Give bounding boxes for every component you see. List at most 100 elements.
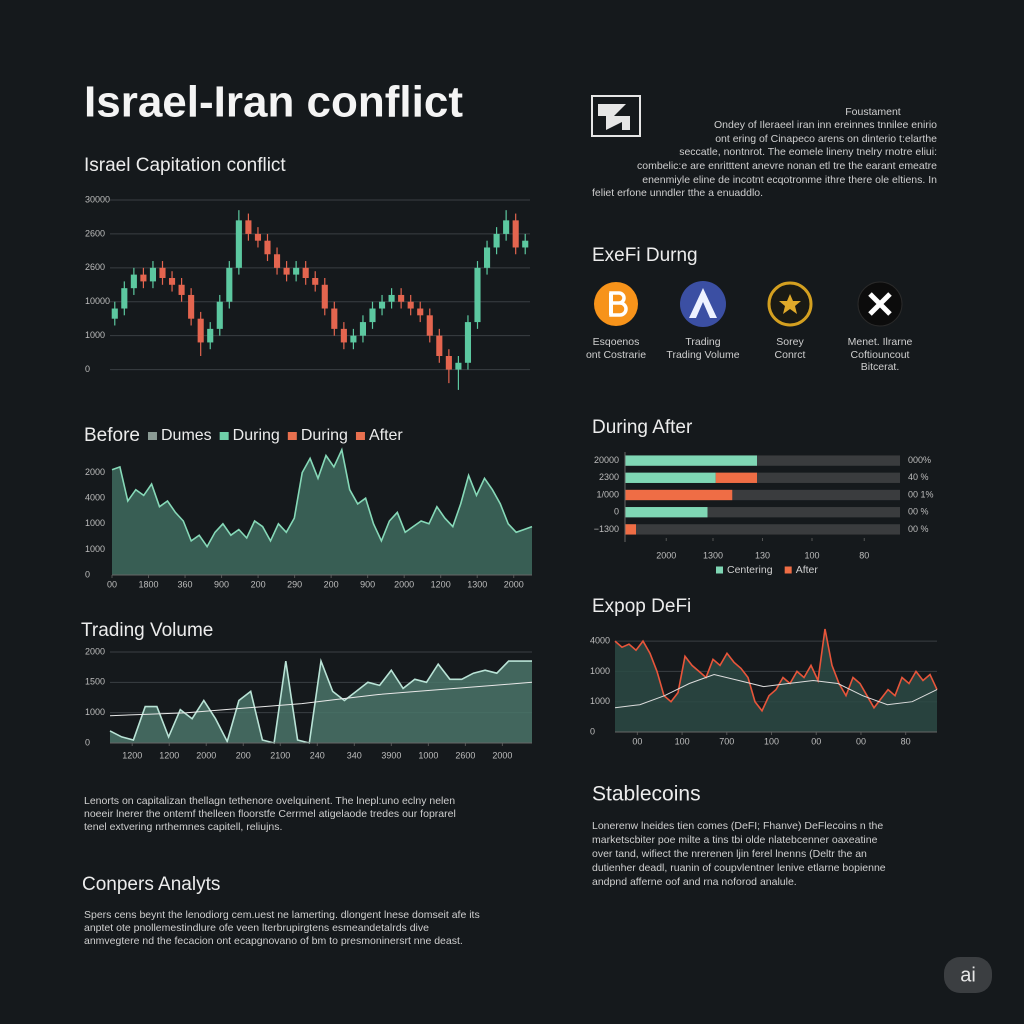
y-tick-label: 4000 <box>85 493 105 503</box>
x-tick-label: 2000 <box>504 579 524 589</box>
x-tick-label: 1200 <box>431 579 451 589</box>
candle-body <box>378 301 386 309</box>
area-fill <box>615 629 937 732</box>
legend-swatch <box>147 432 157 440</box>
icon-label: Menet. Ilrarne <box>848 336 913 348</box>
x-tick-label: 130 <box>755 550 770 560</box>
intro-line: feliet erfone unndler tthe a enuaddlo. <box>592 187 763 199</box>
y-tick-label: 1000 <box>85 518 105 528</box>
candle-body <box>359 322 367 336</box>
candle-body <box>493 233 500 248</box>
candle-body <box>149 267 157 282</box>
x-tick-label: 2000 <box>492 750 512 760</box>
x-tick-label: 3900 <box>381 750 401 760</box>
x-tick-label: 100 <box>675 736 690 746</box>
x-tick-label: 1200 <box>122 750 142 760</box>
legend-swatch <box>355 432 365 440</box>
candle-body <box>245 220 252 234</box>
candle-body <box>512 220 519 248</box>
trend-line <box>614 673 938 709</box>
row-label: 00 1% <box>908 489 934 499</box>
bar-track <box>625 489 900 501</box>
intro-line: Ondey of Ileraeel iran inn ereinnes tnni… <box>714 119 937 131</box>
legend-label: After <box>369 427 403 444</box>
y-tick-label: 0 <box>85 364 90 374</box>
x-tick-label: 1800 <box>139 579 159 589</box>
y-tick-label: 1500 <box>85 677 105 687</box>
x-tick-label: 900 <box>214 579 229 589</box>
stablecoins-line: andpnd afferne oof and rna noforod analu… <box>592 876 797 888</box>
area-fill <box>112 449 532 575</box>
x-tick-label: 1200 <box>159 750 179 760</box>
candle-body <box>140 274 147 282</box>
analysis-line: anmvegtere nd the fecacion ont ecapgnova… <box>84 935 463 947</box>
bar-segment <box>625 507 708 518</box>
bar-segment <box>625 524 636 535</box>
candle-body <box>312 278 319 285</box>
stablecoins-line: Lonerenw lneides tien comes (DeFI; Fhanv… <box>592 820 883 832</box>
row-category: 1/000 <box>596 489 619 499</box>
legend-swatch <box>219 432 229 440</box>
candle-body <box>264 240 271 255</box>
row-category: 20000 <box>594 455 619 465</box>
candle-body <box>436 335 443 356</box>
x-tick-label: 80 <box>859 550 869 560</box>
candle-body <box>178 284 185 295</box>
candle-body <box>226 267 233 302</box>
legend-label: During <box>301 427 348 444</box>
icon-coin <box>767 281 813 327</box>
intro-line: combelic:e are enritttent anevre nonan e… <box>637 160 937 172</box>
icon-a <box>680 281 726 327</box>
bar-track <box>625 472 900 483</box>
row-category: −1300 <box>594 524 619 534</box>
candle-body <box>350 335 357 343</box>
x-tick-label: 200 <box>324 579 339 589</box>
trend-line <box>109 681 533 717</box>
bar-segment <box>625 489 733 501</box>
page-title: Israel-Iran conflict <box>84 78 463 127</box>
icon-bitcoin <box>594 282 638 326</box>
x-tick-label: 700 <box>719 736 734 746</box>
candle-body <box>483 247 491 268</box>
x-tick-label: 2000 <box>196 750 216 760</box>
legend-swatch <box>784 566 792 574</box>
x-tick-label: 1000 <box>418 750 438 760</box>
legend-swatch <box>716 566 723 574</box>
x-tick-label: 1300 <box>467 579 487 589</box>
icon-label: Sorey <box>776 336 804 348</box>
icon-label: Bitcerat. <box>861 361 900 373</box>
area-fill <box>110 661 532 743</box>
icon-label: ont Costrarie <box>586 349 646 361</box>
y-tick-label: 2000 <box>85 646 105 656</box>
x-tick-label: 2100 <box>270 750 290 760</box>
area-line <box>614 628 938 713</box>
bar-track <box>625 524 900 535</box>
chart-title: Expop DeFi <box>592 596 691 617</box>
y-tick-label: 2000 <box>85 467 105 477</box>
candle-body <box>207 328 214 343</box>
stablecoins-line: over tand, wifiect the nrerenen ljin fer… <box>592 848 867 860</box>
legend-label: Centering <box>727 564 773 576</box>
candle-body <box>302 267 309 278</box>
candle-body <box>407 301 414 309</box>
candle-body <box>340 328 347 343</box>
x-tick-label: 900 <box>360 579 375 589</box>
bar-segment <box>625 455 757 466</box>
area-line <box>109 657 532 744</box>
chart-title: Israel Capitation conflict <box>84 155 286 176</box>
y-tick-label: 0 <box>590 726 595 736</box>
icon-label: Coftiouncout <box>851 349 910 361</box>
candle-body <box>388 294 395 302</box>
intro-line: ont ering of Cinapeco arens on dinterio … <box>715 133 937 145</box>
candle-body <box>188 294 195 319</box>
legend-label: After <box>796 564 819 576</box>
candle-body <box>168 278 176 285</box>
candle-body <box>283 267 290 275</box>
candle-body <box>445 356 452 370</box>
candle-body <box>121 288 128 309</box>
candle-body <box>369 308 376 323</box>
x-tick-label: 200 <box>251 579 266 589</box>
icon-x <box>857 281 903 327</box>
row-label: 00 % <box>908 507 929 517</box>
